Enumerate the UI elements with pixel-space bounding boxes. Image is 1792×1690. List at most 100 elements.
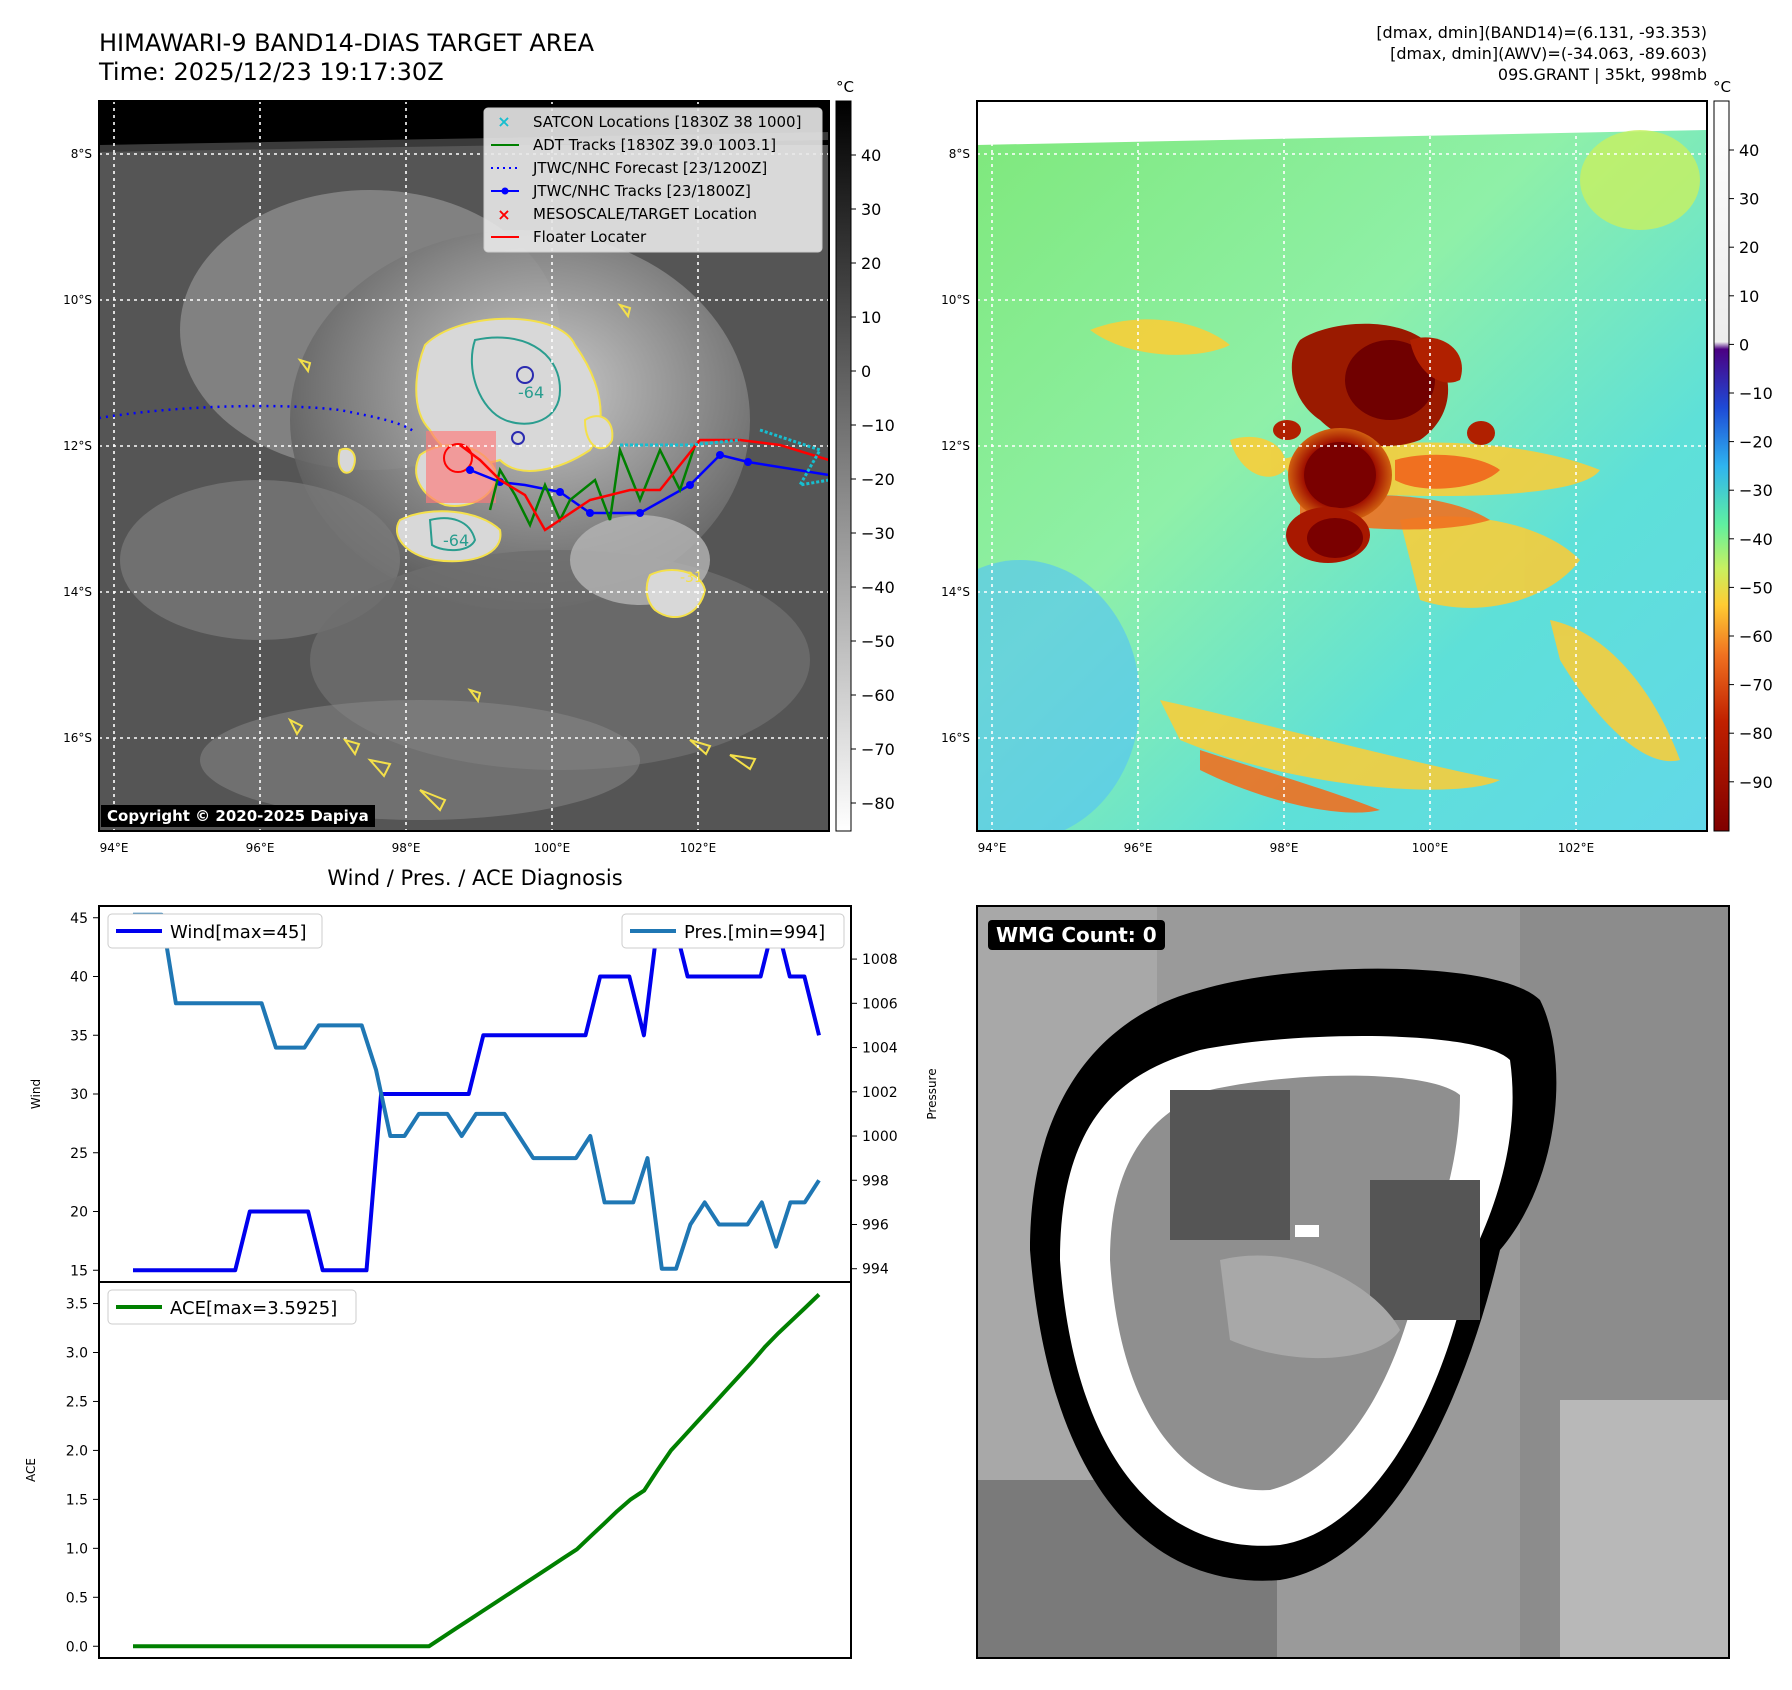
colorbar-tick-label: −20 [861, 470, 895, 489]
wind-tick-label: 25 [70, 1146, 88, 1162]
colorbar-tick-label: −70 [861, 740, 895, 759]
colorbar-tick-label: 40 [1739, 141, 1759, 160]
map-legend: × × SATCON Locations [1830Z 38 1000] ADT… [483, 107, 823, 253]
colorbar-tick-label: −60 [861, 686, 895, 705]
colorbar-tick-label: −60 [1739, 627, 1773, 646]
colorbar-tick-label: 20 [1739, 238, 1759, 257]
pressure-tick-label: 996 [862, 1217, 889, 1233]
gray-colorbar [835, 100, 852, 832]
legend-icon-0: × [497, 112, 510, 131]
contour-inner [428, 336, 562, 552]
ace-tick-label: 1.5 [66, 1492, 88, 1508]
colorbar-tick-label: −40 [1739, 530, 1773, 549]
lat-label: 12°S [941, 439, 970, 453]
wmg-frame [976, 905, 1730, 1659]
ir-map-frame [98, 100, 830, 832]
colorbar-tick-label: 10 [1739, 287, 1759, 306]
main-title: HIMAWARI-9 BAND14-DIAS TARGET AREA [99, 29, 595, 57]
copyright-label: Copyright © 2020-2025 Dapiya [101, 805, 375, 827]
lat-label: 8°S [71, 147, 92, 161]
lon-label: 102°E [1558, 841, 1595, 855]
colorbar-tick-label: −80 [861, 794, 895, 813]
colorbar-tick-label: −90 [1739, 773, 1773, 792]
adt-track-line [488, 444, 697, 529]
colorbar-tick-label: −80 [1739, 724, 1773, 743]
jtwc-forecast-line [99, 404, 416, 434]
pressure-series-line [133, 912, 821, 1271]
wind-axis-label: Wind [29, 1079, 43, 1109]
lat-label: 16°S [941, 731, 970, 745]
gray-colorbar-ticks: 40 30 20 10 0 −10 −20 −30 −40 −50 −60 −70 −80 [851, 146, 895, 813]
ace-tick-label: 2.0 [66, 1443, 88, 1459]
color-map-gridlines [977, 101, 1707, 831]
contour-label-2: -31 [680, 570, 703, 586]
wmg-count-badge: WMG Count: 0 [988, 920, 1165, 950]
lon-label: 102°E [680, 841, 717, 855]
jtwc-track-line [469, 453, 829, 515]
color-colorbar [1713, 100, 1730, 832]
dmax-band14: [dmax, dmin](BAND14)=(6.131, -93.353) [1376, 23, 1707, 42]
pressure-tick-label: 1008 [862, 952, 898, 968]
pressure-tick-label: 1000 [862, 1129, 898, 1145]
ir-lon-labels: 94°E 96°E 98°E 100°E 102°E [100, 841, 717, 855]
scattered-cells [287, 303, 757, 812]
ace-tick-label: 3.0 [66, 1346, 88, 1362]
gray-colorbar-unit: °C [836, 78, 854, 96]
wind-legend-label: Wind[max=45] [170, 922, 307, 943]
lon-label: 96°E [1124, 841, 1153, 855]
colorbar-tick-label: −40 [861, 578, 895, 597]
time-label: Time: 2025/12/23 19:17:30Z [98, 58, 444, 86]
lat-label: 14°S [941, 585, 970, 599]
lon-label: 96°E [246, 841, 275, 855]
wind-tick-label: 45 [70, 911, 88, 927]
ace-series-line [133, 1293, 821, 1649]
lon-label: 100°E [534, 841, 571, 855]
wmg-panel [977, 906, 1729, 1658]
wind-tick-label: 40 [70, 970, 88, 986]
ace-tick-label: 3.5 [66, 1297, 88, 1313]
ace-tick-label: 0.0 [66, 1639, 88, 1655]
ace-legend: ACE[max=3.5925] [107, 1289, 357, 1325]
colorbar-tick-label: −50 [1739, 578, 1773, 597]
lon-label: 98°E [392, 841, 421, 855]
ace-axis-label: ACE [24, 1458, 38, 1482]
lon-label: 100°E [1412, 841, 1449, 855]
colorbar-tick-label: −20 [1739, 433, 1773, 452]
cold-cores [1273, 323, 1500, 563]
legend-label-3: JTWC/NHC Tracks [23/1800Z] [532, 182, 751, 200]
color-map-panel [977, 101, 1707, 831]
diagnosis-title: Wind / Pres. / ACE Diagnosis [327, 866, 622, 890]
legend-label-2: JTWC/NHC Forecast [23/1200Z] [532, 159, 767, 177]
ace-tick-label: 0.5 [66, 1590, 88, 1606]
colorbar-tick-label: −50 [861, 632, 895, 651]
lat-label: 12°S [63, 439, 92, 453]
contour-label-0: -64 [518, 383, 544, 402]
colorbar-tick-label: 0 [861, 362, 871, 381]
legend-label-4: MESOSCALE/TARGET Location [533, 205, 757, 223]
dmax-awv: [dmax, dmin](AWV)=(-34.063, -89.603) [1390, 44, 1707, 63]
ace-tick-label: 2.5 [66, 1394, 88, 1410]
pressure-legend: Pres.[min=994] [621, 913, 845, 949]
colorbar-tick-label: 30 [861, 200, 881, 219]
colorbar-tick-label: −30 [861, 524, 895, 543]
wind-series-line [133, 915, 821, 1273]
lat-label: 14°S [63, 585, 92, 599]
legend-label-5: Floater Locater [533, 228, 647, 246]
ace-legend-label: ACE[max=3.5925] [170, 1298, 337, 1319]
colorbar-tick-label: −10 [861, 416, 895, 435]
colorbar-tick-label: −30 [1739, 481, 1773, 500]
lon-label: 94°E [978, 841, 1007, 855]
colorbar-tick-label: 0 [1739, 335, 1749, 354]
colorbar-tick-label: 10 [861, 308, 881, 327]
color-lat-labels: 8°S 10°S 12°S 14°S 16°S [941, 147, 970, 745]
wind-tick-label: 20 [70, 1205, 88, 1221]
wind-tick-label: 15 [70, 1263, 88, 1279]
colorbar-tick-label: 40 [861, 146, 881, 165]
legend-label-1: ADT Tracks [1830Z 39.0 1003.1] [533, 136, 776, 154]
legend-label-0: SATCON Locations [1830Z 38 1000] [533, 113, 801, 131]
lat-label: 10°S [63, 293, 92, 307]
color-colorbar-ticks: 40 30 20 10 0 −10 −20 −30 −40 −50 −60 −70 −80 −90 [1729, 141, 1773, 792]
lon-label: 94°E [100, 841, 129, 855]
lat-label: 16°S [63, 731, 92, 745]
diagnosis-plot: 15 20 25 30 35 40 45 994 996 998 1000 1002 1004 1006 1… [66, 911, 898, 1656]
